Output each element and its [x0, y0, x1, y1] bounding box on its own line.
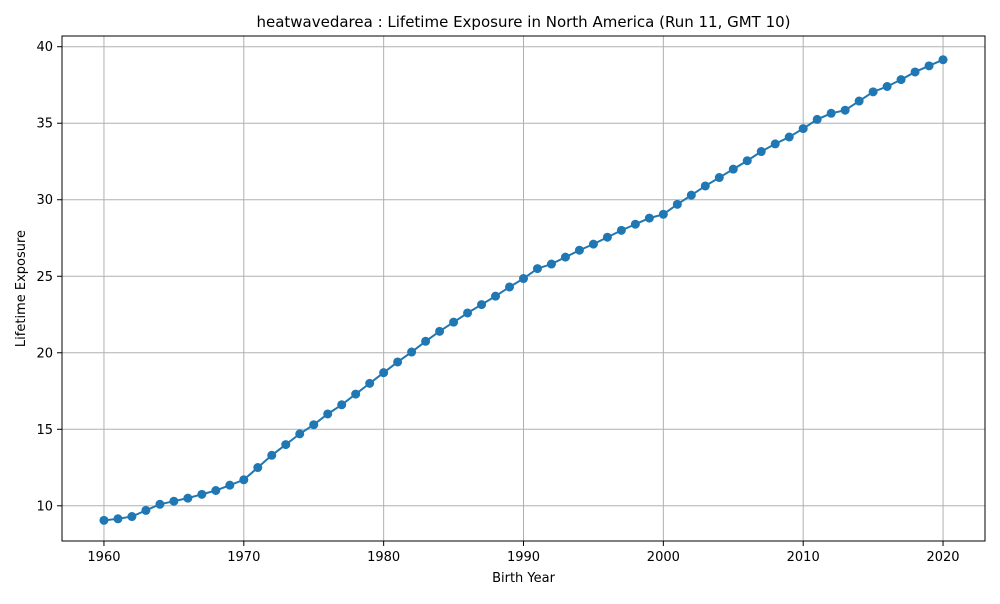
- data-point: [435, 326, 445, 336]
- data-point: [337, 400, 347, 410]
- data-point: [281, 440, 291, 450]
- data-point: [197, 489, 207, 499]
- data-point: [519, 274, 528, 284]
- data-point: [826, 108, 836, 118]
- x-tick-label: 2020: [926, 550, 959, 565]
- data-point: [532, 264, 542, 274]
- data-point: [756, 147, 766, 157]
- x-axis-label: Birth Year: [492, 571, 556, 586]
- y-tick-label: 40: [36, 40, 53, 55]
- data-point: [351, 389, 361, 399]
- data-point: [854, 96, 864, 106]
- data-point: [295, 429, 305, 439]
- data-point: [211, 486, 221, 495]
- data-point: [882, 82, 892, 91]
- data-point: [491, 291, 501, 301]
- data-point: [477, 300, 487, 310]
- data-point: [840, 105, 850, 115]
- data-point: [658, 209, 668, 219]
- data-point: [630, 219, 640, 229]
- data-point: [239, 475, 249, 485]
- y-axis-label: Lifetime Exposure: [14, 230, 29, 347]
- y-tick-label: 10: [36, 499, 53, 514]
- data-point: [896, 75, 906, 85]
- data-point: [868, 87, 878, 97]
- data-point: [644, 213, 654, 223]
- data-point: [686, 190, 696, 200]
- data-point: [379, 368, 389, 378]
- data-point: [910, 67, 920, 77]
- y-tick-label: 15: [36, 423, 53, 438]
- y-tick-label: 30: [36, 193, 53, 208]
- data-point: [505, 282, 515, 292]
- chart-title: heatwavedarea : Lifetime Exposure in Nor…: [256, 13, 790, 31]
- data-point: [421, 336, 431, 346]
- data-point: [127, 512, 137, 522]
- data-point: [449, 317, 459, 327]
- data-point: [672, 199, 682, 209]
- data-point: [924, 61, 934, 71]
- x-tick-label: 1980: [367, 550, 400, 565]
- y-tick-label: 25: [36, 270, 53, 285]
- y-tick-label: 35: [36, 117, 53, 132]
- data-point: [253, 463, 263, 473]
- data-point: [616, 225, 626, 235]
- data-point: [169, 496, 179, 506]
- data-point: [602, 232, 612, 242]
- data-point: [99, 515, 109, 525]
- data-point: [323, 409, 333, 419]
- data-point: [155, 499, 165, 509]
- axis-ticks: 1960 1970 1980 1990 2000 2010 2020 10 15 20 25 30 35…: [36, 40, 959, 565]
- data-point: [700, 181, 710, 191]
- data-point: [560, 252, 570, 262]
- x-tick-label: 1970: [227, 550, 260, 565]
- x-tick-label: 1960: [87, 550, 120, 565]
- data-point: [183, 493, 193, 503]
- data-point: [309, 420, 319, 430]
- x-tick-label: 1990: [507, 550, 540, 565]
- data-point: [365, 378, 375, 388]
- x-tick-label: 2000: [647, 550, 680, 565]
- data-point: [407, 347, 417, 357]
- data-point: [141, 505, 151, 515]
- data-point: [225, 480, 235, 490]
- data-point: [393, 357, 403, 367]
- data-point: [742, 156, 752, 166]
- data-point: [267, 450, 277, 460]
- y-tick-label: 20: [36, 346, 53, 361]
- data-point: [714, 173, 724, 183]
- data-point: [113, 514, 123, 524]
- x-tick-label: 2010: [787, 550, 820, 565]
- data-point: [812, 114, 822, 124]
- data-point: [574, 245, 584, 255]
- data-point: [938, 55, 948, 65]
- data-point: [588, 239, 598, 249]
- series-points-layer: [99, 55, 948, 525]
- data-point: [770, 139, 780, 149]
- data-point: [728, 164, 738, 174]
- data-point: [463, 308, 473, 318]
- data-point: [798, 124, 808, 134]
- grid-lines: [62, 36, 985, 541]
- data-point: [546, 259, 556, 269]
- data-point: [784, 132, 794, 142]
